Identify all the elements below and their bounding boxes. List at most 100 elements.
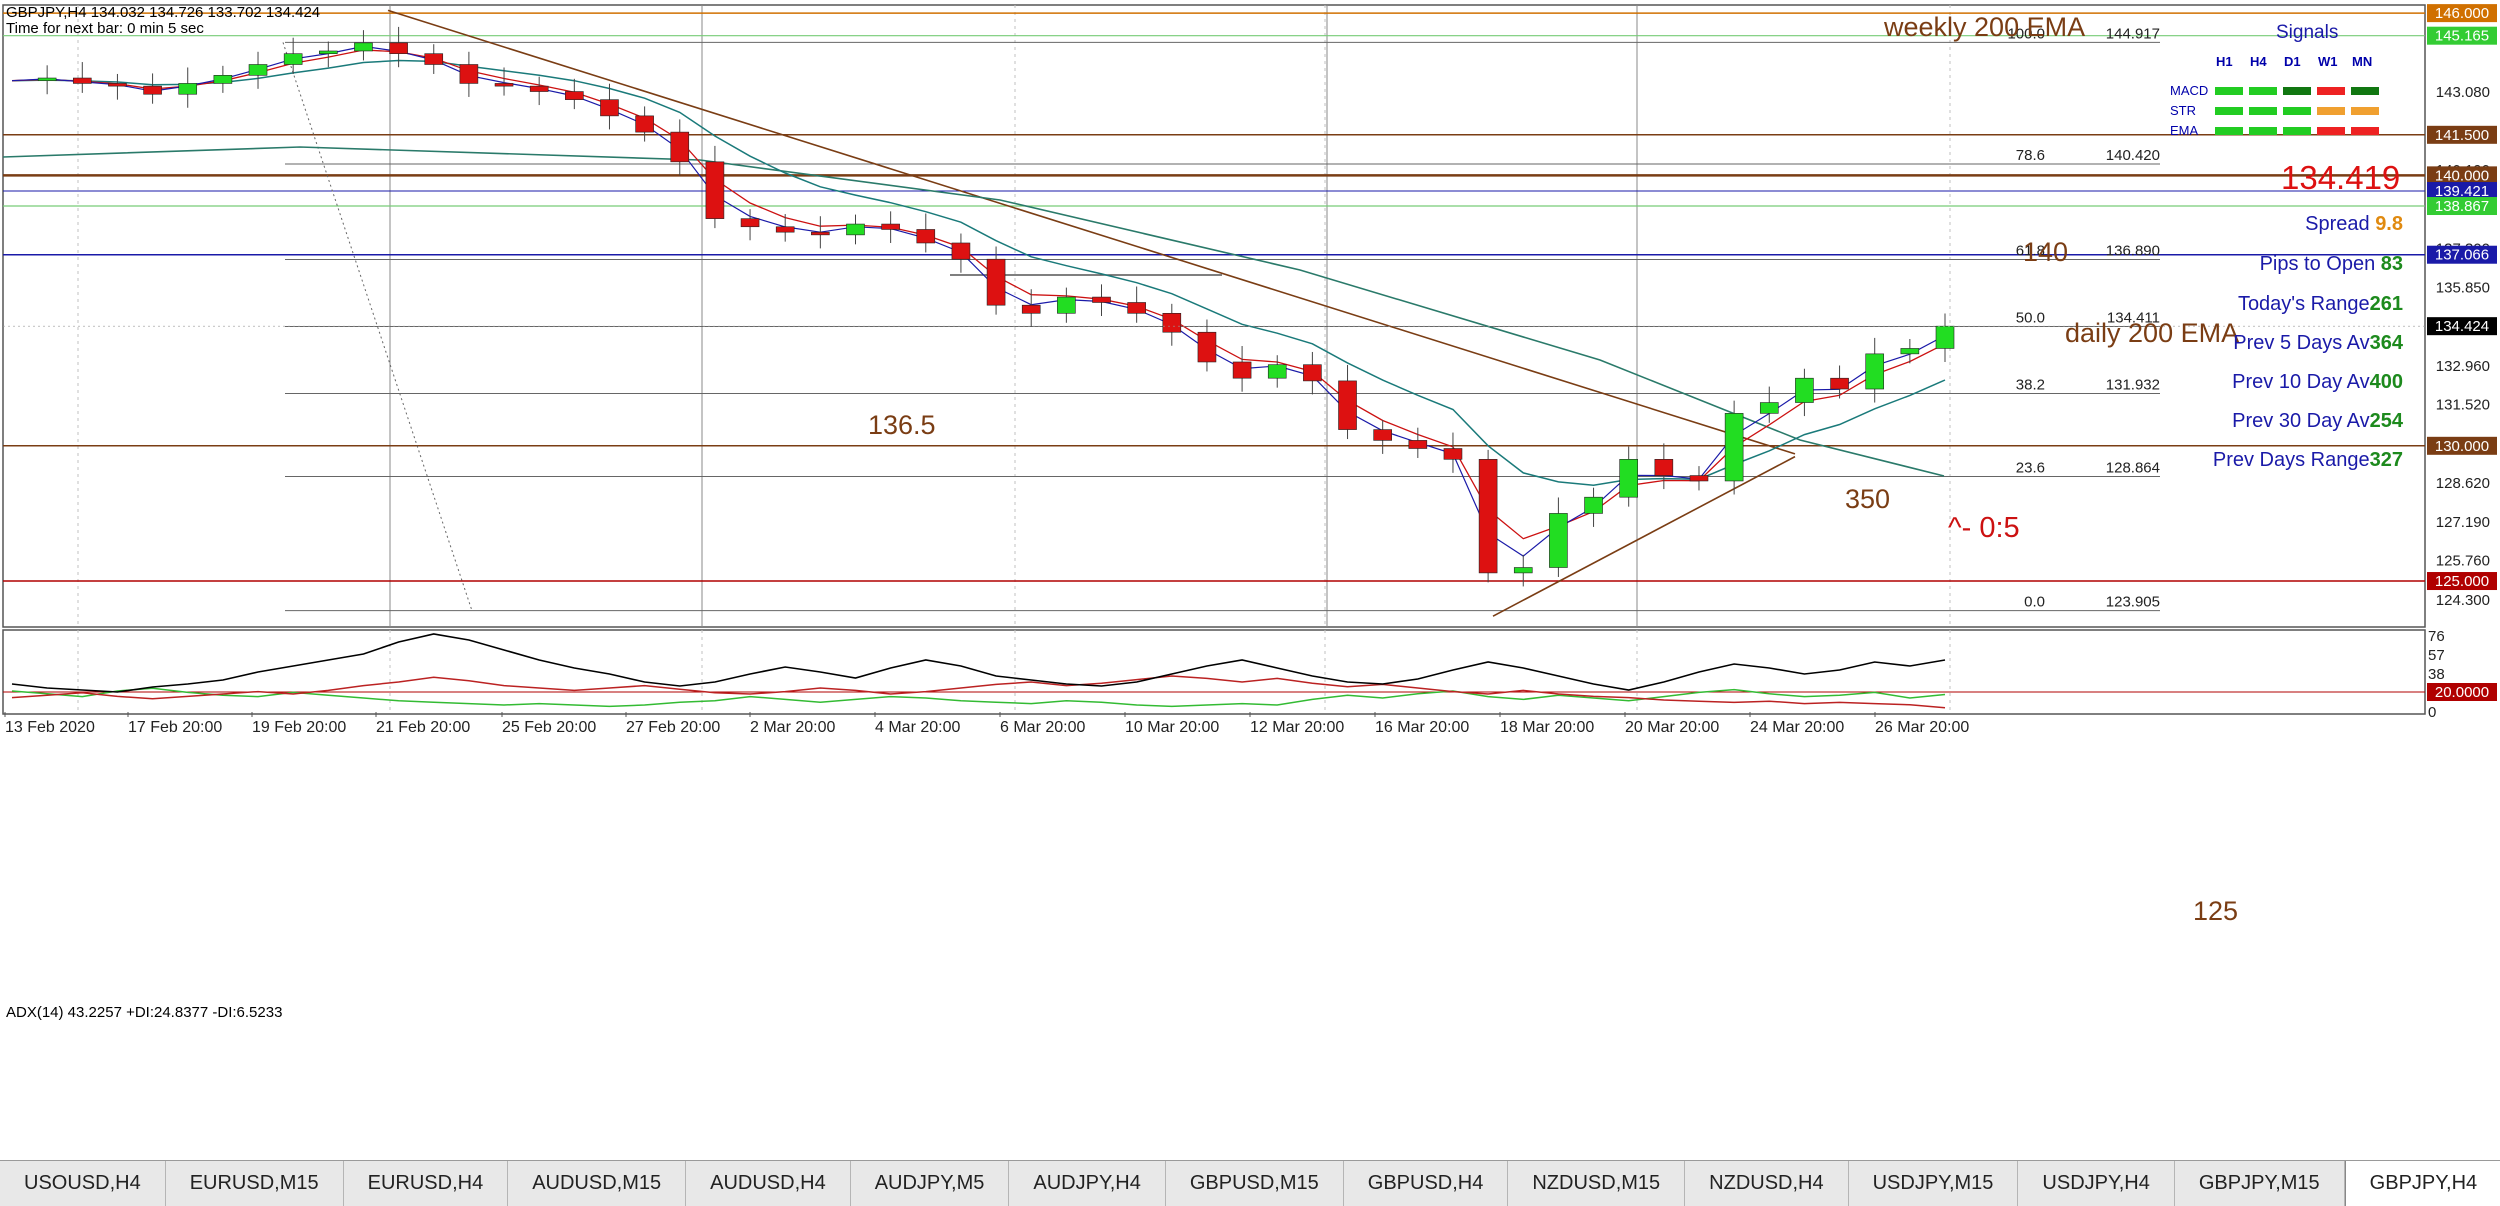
price-box-label: 139.421 (2435, 183, 2489, 200)
fib-pct-label: 50.0 (2016, 310, 2045, 327)
symbol-tab-audjpy-m5[interactable]: AUDJPY,M5 (851, 1161, 1010, 1206)
price-box (2427, 4, 2497, 23)
signal-indicator-cell (2215, 87, 2243, 95)
candle-body (1900, 348, 1920, 355)
symbol-tab-usdjpy-h4[interactable]: USDJPY,H4 (2018, 1161, 2175, 1206)
todays-range-info: Today's Range261 (2238, 293, 2403, 316)
candle-body (740, 218, 760, 228)
candle-body (1092, 296, 1111, 303)
time-axis-label: 2 Mar 20:00 (750, 719, 835, 736)
daily-200-ema-line (2, 146, 1945, 477)
candle-body (811, 231, 830, 236)
price-tick-label: 135.850 (2436, 280, 2490, 297)
symbol-tab-gbpjpy-h4[interactable]: GBPJPY,H4 (2344, 1161, 2500, 1206)
candle-body (529, 85, 549, 92)
chart-canvas[interactable]: 100.0 144.917 78.6 140.420 61.8 136.890 50.0 13… (0, 0, 2500, 1160)
spread-info: Spread 9.8 (2305, 213, 2403, 236)
candle-body (1513, 567, 1533, 574)
price-tick-label: 143.080 (2436, 84, 2490, 101)
candle-body (1619, 459, 1638, 498)
price-box-label: 140.000 (2435, 167, 2489, 184)
plus-di-line (11, 687, 1946, 708)
time-axis-label: 12 Mar 20:00 (1250, 719, 1344, 736)
downtrend-line (387, 9, 1796, 455)
candle-body (1021, 304, 1041, 314)
candle-body (1689, 475, 1709, 482)
spread-label: Spread (2305, 213, 2370, 235)
candle-body (1865, 353, 1885, 390)
symbol-tab-gbpjpy-m15[interactable]: GBPJPY,M15 (2175, 1161, 2345, 1206)
candle-body (1830, 377, 1849, 390)
signal-indicator-cell (2249, 87, 2277, 95)
time-axis-label: 17 Feb 20:00 (128, 719, 222, 736)
candle-body (248, 64, 268, 76)
price-box (2427, 197, 2497, 216)
fib-price-label: 131.932 (2106, 377, 2160, 394)
todays-range-label: Today's Range (2237, 293, 2370, 315)
candle-body (494, 83, 514, 87)
candle-body (670, 131, 690, 163)
candle-body (881, 223, 900, 230)
time-axis-label: 21 Feb 20:00 (376, 719, 470, 736)
symbol-tab-gbpusd-h4[interactable]: GBPUSD,H4 (1344, 1161, 1509, 1206)
price-box-label: 130.000 (2435, 438, 2489, 455)
candle-body (600, 99, 619, 117)
candle-body (1303, 364, 1322, 382)
candle-body (1197, 331, 1217, 363)
uptrend-line (1492, 455, 1796, 617)
symbol-tab-eurusd-h4[interactable]: EURUSD,H4 (344, 1161, 509, 1206)
candle-body (916, 229, 936, 244)
price-tick-label: 124.300 (2436, 592, 2490, 609)
price-box (2427, 182, 2497, 201)
price-box (2427, 166, 2497, 185)
symbol-tab-audjpy-h4[interactable]: AUDJPY,H4 (1009, 1161, 1166, 1206)
prev-days-range-label: Prev Days Range (2212, 449, 2370, 471)
symbol-tab-bar: USOUSD,H4 EURUSD,M15 EURUSD,H4 AUDUSD,M15 AU… (0, 1160, 2500, 1206)
candle-body (1795, 377, 1814, 403)
symbol-tab-usousd-h4[interactable]: USOUSD,H4 (0, 1161, 166, 1206)
signal-indicator-cell (2317, 107, 2345, 115)
candle-body (178, 83, 198, 95)
prev30-info: Prev 30 Day Av254 (2232, 410, 2403, 433)
signal-indicator-cell (2283, 87, 2311, 95)
candle-body (1267, 364, 1287, 379)
time-axis-label: 6 Mar 20:00 (1000, 719, 1085, 736)
adx-line (11, 633, 1946, 693)
ema-fast-line (11, 45, 1946, 557)
price-box (2427, 317, 2497, 336)
pips-to-open-label: Pips to Open (2259, 253, 2376, 275)
price-box-label: 141.500 (2435, 127, 2489, 144)
price-tick-label: 132.960 (2436, 358, 2490, 375)
candle-body (283, 53, 303, 65)
symbol-tab-audusd-h4[interactable]: AUDUSD,H4 (686, 1161, 851, 1206)
candle-body (37, 77, 57, 82)
price-tick-label: 128.620 (2436, 475, 2490, 492)
symbol-tab-audusd-m15[interactable]: AUDUSD,M15 (508, 1161, 687, 1206)
prev30-label: Prev 30 Day Av (2232, 410, 2370, 432)
signal-indicator-cell (2351, 87, 2379, 95)
time-axis-label: 18 Mar 20:00 (1500, 719, 1594, 736)
price-box (2427, 125, 2497, 144)
symbol-tab-nzdusd-h4[interactable]: NZDUSD,H4 (1685, 1161, 1849, 1206)
signal-indicator-cell (2351, 127, 2379, 135)
symbol-tab-usdjpy-m15[interactable]: USDJPY,M15 (1849, 1161, 2019, 1206)
fib-pct-label: 100.0 (2007, 25, 2045, 42)
fib-pct-label: 78.6 (2016, 147, 2045, 164)
minus-di-line (11, 675, 1946, 709)
price-box-label: 134.424 (2435, 318, 2489, 335)
prev10-value: 400 (2369, 371, 2403, 393)
candle-body (389, 42, 408, 54)
adx-label: ADX(14) 43.2257 +DI:24.8377 -DI:6.5233 (6, 1004, 283, 1021)
symbol-tab-gbpusd-m15[interactable]: GBPUSD,M15 (1166, 1161, 1344, 1206)
risk-reward-label: ^- 0:5 (1948, 512, 2020, 544)
signal-indicator-cell (2249, 127, 2277, 135)
symbol-tab-nzdusd-m15[interactable]: NZDUSD,M15 (1508, 1161, 1686, 1206)
price-box-label: 145.165 (2435, 28, 2489, 45)
candle-body (108, 83, 127, 87)
signal-row-label: STR (2170, 103, 2196, 118)
symbol-tab-eurusd-m15[interactable]: EURUSD,M15 (166, 1161, 344, 1206)
time-axis-label: 19 Feb 20:00 (252, 719, 346, 736)
candle-body (1724, 413, 1744, 482)
candle-body (72, 77, 92, 84)
spread-value: 9.8 (2375, 213, 2403, 235)
